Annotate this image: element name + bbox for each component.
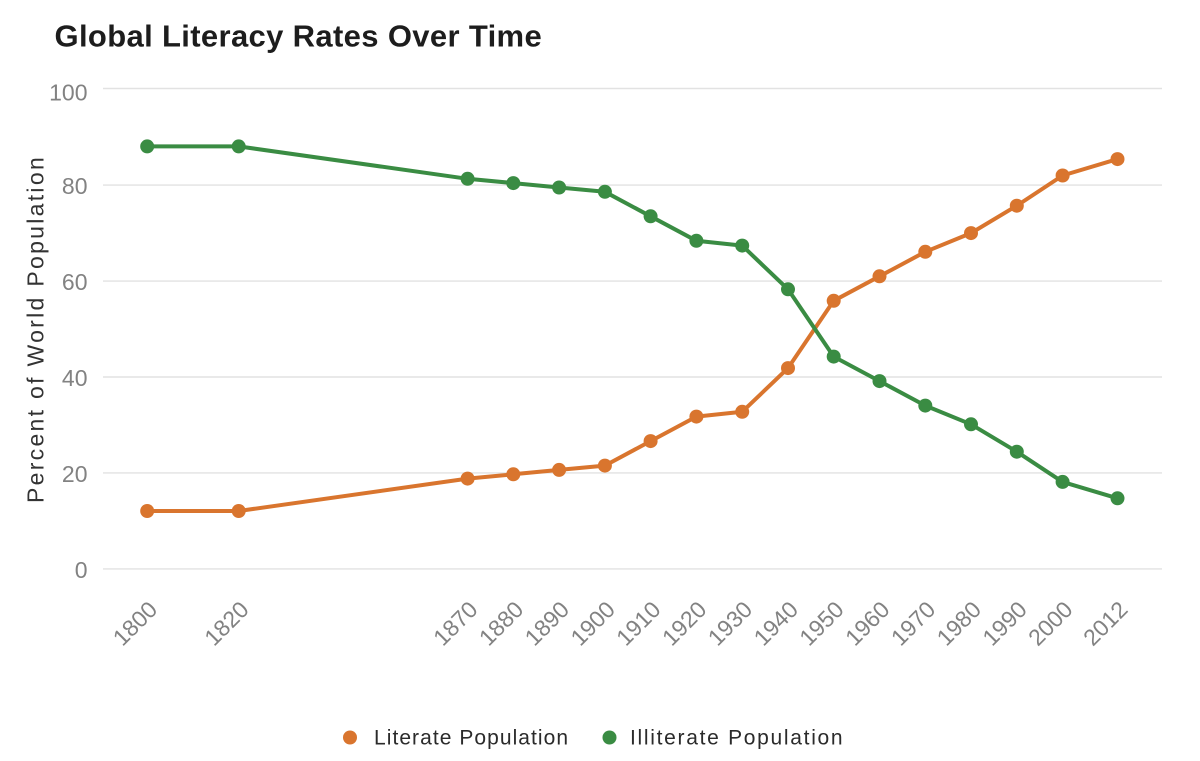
svg-text:100: 100 (49, 80, 87, 106)
svg-text:Literate Population: Literate Population (374, 727, 569, 750)
svg-text:0: 0 (75, 557, 88, 583)
svg-text:80: 80 (62, 173, 88, 199)
svg-text:Illiterate Population: Illiterate Population (630, 727, 844, 750)
svg-text:40: 40 (62, 365, 88, 391)
svg-text:60: 60 (62, 269, 88, 295)
svg-text:20: 20 (62, 461, 88, 487)
svg-text:Percent of World Population: Percent of World Population (23, 155, 49, 503)
svg-text:Global Literacy Rates Over Tim: Global Literacy Rates Over Time (55, 18, 543, 53)
